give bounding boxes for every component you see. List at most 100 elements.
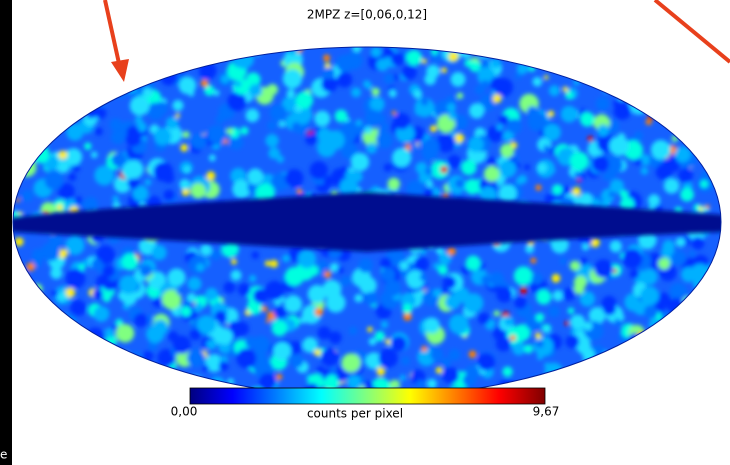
density-blob — [448, 112, 456, 120]
density-blob — [445, 294, 460, 309]
density-blob — [449, 314, 469, 334]
density-blob — [94, 165, 114, 185]
density-blob — [399, 261, 408, 270]
density-blob — [375, 331, 385, 341]
density-blob — [493, 94, 502, 103]
density-blob — [426, 180, 433, 187]
density-blob — [385, 280, 402, 297]
density-blob — [22, 190, 33, 201]
density-blob — [366, 83, 373, 90]
density-blob — [535, 185, 541, 191]
density-blob — [216, 115, 225, 124]
density-blob — [322, 280, 341, 299]
density-blob — [442, 367, 459, 384]
density-blob — [629, 269, 639, 279]
density-blob — [310, 161, 328, 179]
density-blob — [553, 290, 564, 301]
density-blob — [246, 109, 260, 123]
density-blob — [543, 326, 550, 333]
density-blob — [536, 313, 545, 322]
density-blob — [314, 111, 330, 127]
density-blob — [563, 86, 568, 91]
density-blob — [221, 75, 230, 84]
density-blob — [151, 245, 166, 260]
density-blob — [455, 133, 464, 142]
density-blob — [524, 164, 530, 170]
density-blob — [105, 328, 115, 338]
density-blob — [484, 166, 500, 182]
density-blob — [574, 172, 581, 179]
density-blob — [49, 233, 63, 247]
cropped-text: e — [0, 448, 7, 462]
density-blob — [532, 77, 542, 87]
density-blob — [378, 128, 385, 135]
density-blob — [514, 266, 533, 285]
density-blob — [102, 265, 114, 277]
map-title: 2MPZ z=[0,06,0,12] — [307, 8, 427, 22]
density-blob — [95, 127, 103, 135]
density-blob — [153, 297, 163, 307]
density-blob — [231, 259, 237, 265]
density-blob — [641, 167, 649, 175]
density-blob — [184, 166, 191, 173]
density-blob — [433, 288, 442, 297]
density-blob — [499, 115, 509, 125]
density-blob — [134, 313, 148, 327]
density-blob — [494, 78, 513, 97]
density-blob — [622, 249, 642, 269]
density-blob — [570, 152, 589, 171]
density-blob — [376, 59, 389, 72]
density-blob — [57, 204, 63, 210]
density-blob — [356, 119, 362, 125]
density-blob — [323, 54, 330, 61]
density-blob — [486, 157, 496, 167]
density-blob — [365, 110, 381, 126]
density-blob — [296, 91, 314, 109]
density-blob — [196, 263, 204, 271]
density-blob — [45, 171, 64, 190]
density-blob — [276, 374, 282, 380]
density-blob — [154, 128, 172, 146]
density-blob — [705, 205, 709, 209]
density-blob — [371, 88, 379, 96]
density-blob — [202, 365, 209, 372]
density-blob — [318, 260, 328, 270]
density-blob — [389, 90, 397, 98]
screenshot: 2MPZ z=[0,06,0,12] 0,00 counts per pixel… — [0, 0, 730, 465]
density-blob — [583, 321, 592, 330]
density-blob — [376, 131, 393, 148]
density-blob — [410, 143, 418, 151]
density-blob — [367, 327, 372, 332]
density-blob — [267, 121, 277, 131]
density-blob — [297, 189, 303, 195]
density-blob — [596, 97, 610, 111]
density-blob — [214, 90, 220, 96]
density-blob — [92, 289, 102, 299]
density-blob — [658, 258, 670, 270]
density-blob — [413, 90, 422, 99]
density-blob — [58, 150, 67, 159]
density-blob — [110, 118, 123, 131]
density-blob — [531, 258, 537, 264]
density-blob — [200, 244, 212, 256]
density-blob — [180, 144, 188, 152]
density-blob — [447, 103, 456, 112]
density-blob — [272, 320, 288, 336]
density-blob — [441, 67, 447, 73]
density-blob — [358, 258, 373, 273]
density-blob — [449, 349, 461, 361]
density-blob — [321, 348, 339, 366]
density-blob — [568, 307, 575, 314]
density-blob — [391, 52, 405, 66]
density-blob — [597, 125, 609, 137]
density-blob — [215, 311, 227, 323]
density-blob — [387, 178, 400, 191]
density-blob — [613, 269, 617, 273]
density-blob — [103, 294, 111, 302]
density-blob — [468, 136, 484, 152]
density-blob — [594, 259, 613, 278]
density-blob — [300, 317, 307, 324]
density-blob — [580, 291, 595, 306]
density-blob — [401, 356, 410, 365]
density-blob — [209, 155, 216, 162]
